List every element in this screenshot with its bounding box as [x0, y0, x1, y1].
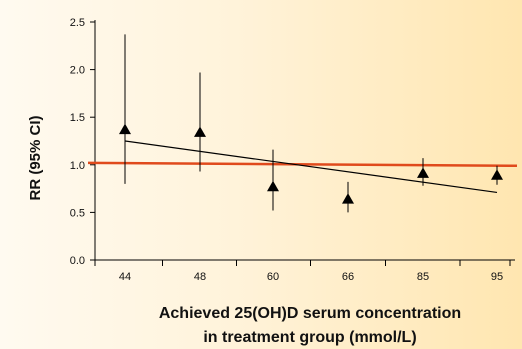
data-point [267, 149, 279, 211]
x-tick-label: 85 [417, 271, 429, 283]
x-tick-label: 66 [342, 271, 354, 283]
triangle-marker [119, 123, 131, 135]
data-point [342, 181, 354, 213]
reference-line [87, 161, 518, 168]
y-axis-title: RR (95% CI) [27, 115, 44, 200]
x-axis-title-line2: in treatment group (mmol/L) [203, 329, 416, 346]
x-tick-label: 60 [267, 271, 279, 283]
data-point [119, 34, 131, 184]
y-tick-label: 1.5 [70, 112, 85, 124]
reference-and-trend-lines [87, 140, 518, 194]
data-point [194, 72, 206, 172]
triangle-marker [342, 193, 354, 204]
data-point [417, 158, 429, 186]
x-tick-label: 44 [119, 271, 131, 283]
y-tick-label: 2.5 [70, 17, 85, 29]
y-tick-label: 2.0 [70, 65, 85, 77]
y-tick-label: 0.0 [70, 255, 85, 267]
x-tick-label: 95 [491, 271, 503, 283]
triangle-marker [267, 180, 279, 192]
x-tick-label: 48 [194, 271, 206, 283]
triangle-marker [194, 126, 206, 137]
axes: 0.0 0.5 1.0 1.5 2.0 2.5 44 48 60 66 85 95 [70, 17, 515, 283]
y-tick-label: 0.5 [70, 207, 85, 219]
trend-line [124, 140, 498, 194]
data-point [491, 165, 503, 185]
data-points [119, 34, 503, 213]
x-axis-title-line1: Achieved 25(OH)D serum concentration [159, 305, 461, 322]
y-tick-label: 1.0 [70, 160, 85, 172]
triangle-marker [491, 169, 503, 180]
triangle-marker [417, 167, 429, 178]
